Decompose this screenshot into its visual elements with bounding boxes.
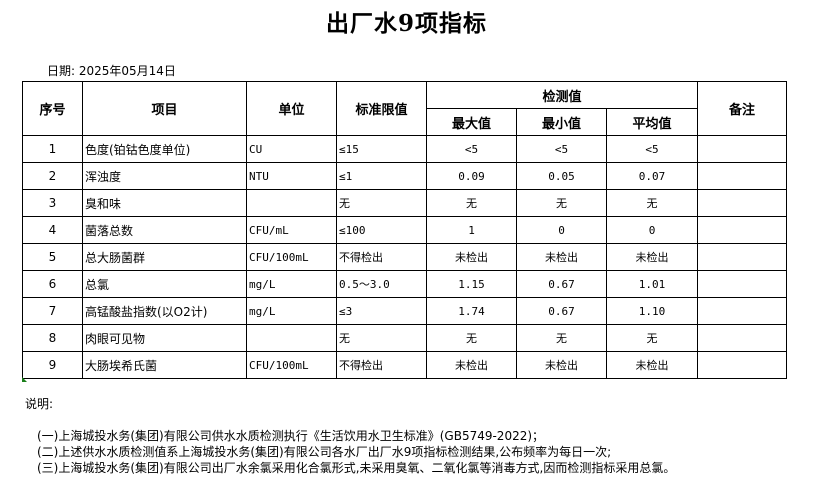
cell-max: 1 [426, 216, 517, 244]
cell-limit: 不得检出 [336, 351, 427, 379]
cell-avg: 未检出 [606, 243, 698, 271]
cell-item: 大肠埃希氏菌 [82, 351, 247, 379]
cell-no: 9 [22, 351, 83, 379]
table-row: 3 臭和味无无无无 [22, 189, 787, 217]
table-row: 5 总大肠菌群 CFU/100mL 不得检出 未检出 未检出 未检出 [22, 243, 787, 271]
cell-no: 7 [22, 297, 83, 325]
cell-remark [697, 135, 787, 163]
cell-no: 6 [22, 270, 83, 298]
table-row: 2 浑浊度 NTU ≤1 0.09 0.05 0.07 [22, 162, 787, 190]
cell-max: 无 [426, 189, 517, 217]
cell-unit: mg/L [246, 270, 337, 298]
cell-remark [697, 324, 787, 352]
cell-no: 5 [22, 243, 83, 271]
cell-max: <5 [426, 135, 517, 163]
cell-marker [22, 377, 27, 382]
cell-unit: CFU/100mL [246, 351, 337, 379]
cell-avg: 无 [606, 189, 698, 217]
note-item: (二)上述供水水质检测值系上海城投水务(集团)有限公司各水厂出厂水9项指标检测结… [37, 445, 612, 459]
cell-max: 1.74 [426, 297, 517, 325]
cell-max: 1.15 [426, 270, 517, 298]
cell-limit: ≤100 [336, 216, 427, 244]
cell-limit: 无 [336, 324, 427, 352]
header-min: 最小值 [516, 108, 607, 136]
cell-min: 0.67 [516, 270, 607, 298]
table-row: 8 肉眼可见物无无无无 [22, 324, 787, 352]
cell-min: 未检出 [516, 351, 607, 379]
cell-unit: CFU/100mL [246, 243, 337, 271]
cell-unit: CU [246, 135, 337, 163]
cell-avg: <5 [606, 135, 698, 163]
cell-limit: ≤3 [336, 297, 427, 325]
notes: 说明: (一)上海城投水务(集团)有限公司供水水质检测执行《生活饮用水卫生标准》… [25, 396, 675, 476]
cell-remark [697, 297, 787, 325]
cell-unit: NTU [246, 162, 337, 190]
cell-max: 未检出 [426, 351, 517, 379]
cell-no: 2 [22, 162, 83, 190]
cell-avg: 0 [606, 216, 698, 244]
cell-unit: CFU/mL [246, 216, 337, 244]
cell-limit: ≤15 [336, 135, 427, 163]
note-item: (三)上海城投水务(集团)有限公司出厂水余氯采用化合氯形式,未采用臭氧、二氧化氯… [37, 461, 676, 475]
header-item: 项目 [82, 81, 247, 136]
cell-avg: 1.01 [606, 270, 698, 298]
cell-min: 0.05 [516, 162, 607, 190]
cell-item: 菌落总数 [82, 216, 247, 244]
cell-item: 总大肠菌群 [82, 243, 247, 271]
cell-min: 无 [516, 189, 607, 217]
cell-unit [246, 189, 337, 217]
cell-limit: ≤1 [336, 162, 427, 190]
cell-item: 肉眼可见物 [82, 324, 247, 352]
table-row: 6 总氯 mg/L 0.5～3.0 1.15 0.67 1.01 [22, 270, 787, 298]
cell-remark [697, 351, 787, 379]
cell-avg: 1.10 [606, 297, 698, 325]
cell-avg: 无 [606, 324, 698, 352]
header-unit: 单位 [246, 81, 337, 136]
cell-no: 4 [22, 216, 83, 244]
header-limit: 标准限值 [336, 81, 427, 136]
notes-heading: 说明: [25, 397, 54, 411]
cell-min: 0.67 [516, 297, 607, 325]
report-date: 日期: 2025年05月14日 [47, 64, 176, 78]
cell-unit: mg/L [246, 297, 337, 325]
cell-max: 未检出 [426, 243, 517, 271]
header-max: 最大值 [426, 108, 517, 136]
cell-unit [246, 324, 337, 352]
cell-item: 高锰酸盐指数(以O2计) [82, 297, 247, 325]
cell-avg: 未检出 [606, 351, 698, 379]
cell-item: 总氯 [82, 270, 247, 298]
cell-max: 无 [426, 324, 517, 352]
table-row: 9 大肠埃希氏菌 CFU/100mL 不得检出 未检出 未检出 未检出 [22, 351, 787, 379]
cell-remark [697, 189, 787, 217]
cell-min: 未检出 [516, 243, 607, 271]
cell-limit: 不得检出 [336, 243, 427, 271]
cell-no: 8 [22, 324, 83, 352]
table-row: 7 高锰酸盐指数(以O2计) mg/L ≤3 1.74 0.67 1.10 [22, 297, 787, 325]
header-no: 序号 [22, 81, 83, 136]
cell-min: <5 [516, 135, 607, 163]
cell-limit: 0.5～3.0 [336, 270, 427, 298]
cell-remark [697, 243, 787, 271]
table-row: 4 菌落总数 CFU/mL ≤100 1 0 0 [22, 216, 787, 244]
cell-max: 0.09 [426, 162, 517, 190]
header-remark: 备注 [697, 81, 787, 136]
cell-limit: 无 [336, 189, 427, 217]
header-avg: 平均值 [606, 108, 698, 136]
cell-remark [697, 162, 787, 190]
cell-remark [697, 216, 787, 244]
cell-min: 0 [516, 216, 607, 244]
cell-no: 3 [22, 189, 83, 217]
cell-item: 色度(铂钴色度单位) [82, 135, 247, 163]
cell-remark [697, 270, 787, 298]
page-title: 出厂水9项指标 [325, 10, 487, 37]
water-quality-table: 序号 项目 单位 标准限值 检测值 备注 最大值 最小值 平均值 1 色度(铂钴色… [22, 81, 787, 379]
cell-min: 无 [516, 324, 607, 352]
cell-item: 浑浊度 [82, 162, 247, 190]
header-measured: 检测值 [426, 81, 698, 109]
table-row: 1 色度(铂钴色度单位) CU ≤15 <5 <5 <5 [22, 135, 787, 163]
note-item: (一)上海城投水务(集团)有限公司供水水质检测执行《生活饮用水卫生标准》(GB5… [37, 429, 545, 443]
cell-item: 臭和味 [82, 189, 247, 217]
cell-avg: 0.07 [606, 162, 698, 190]
cell-no: 1 [22, 135, 83, 163]
